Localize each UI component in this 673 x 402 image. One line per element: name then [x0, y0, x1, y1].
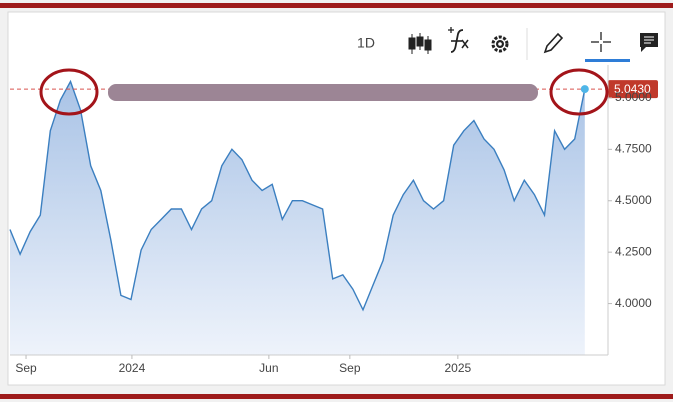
redaction-bar	[108, 84, 538, 101]
price-line	[9, 79, 586, 312]
comment-icon[interactable]	[640, 33, 658, 52]
crosshair-icon[interactable]	[591, 32, 611, 52]
x-tick-label: Jun	[259, 361, 278, 375]
bottom-border	[0, 394, 673, 399]
x-tick-label: Sep	[15, 361, 37, 375]
y-tick-label: 4.0000	[615, 296, 652, 310]
fx-icon[interactable]	[448, 27, 469, 53]
area-fill	[10, 81, 585, 355]
candles-icon[interactable]	[408, 33, 432, 54]
top-border	[0, 3, 673, 8]
y-tick-label: 4.5000	[615, 193, 652, 207]
interval-button[interactable]: 1D	[357, 35, 375, 51]
plot-area: 5.0430 4.0000 4.2500 4.5000 4.7500 5.0000 Sep 2…	[9, 65, 658, 375]
current-value-badge	[608, 80, 658, 99]
x-tick-label: Sep	[339, 361, 361, 375]
draw-icon[interactable]	[543, 32, 564, 54]
highlight-circle	[39, 68, 99, 116]
last-point	[580, 85, 589, 94]
y-tick-label: 5.0000	[615, 90, 652, 104]
y-tick-label: 4.7500	[615, 141, 652, 155]
highlight-circle	[549, 68, 609, 116]
x-tick-label: 2024	[119, 361, 146, 375]
x-tick-label: 2025	[444, 361, 471, 375]
current-value-label: 5.0430	[614, 82, 651, 96]
y-tick-label: 4.2500	[615, 244, 652, 258]
settings-icon[interactable]	[491, 35, 509, 53]
active-tab-underline	[585, 59, 630, 62]
